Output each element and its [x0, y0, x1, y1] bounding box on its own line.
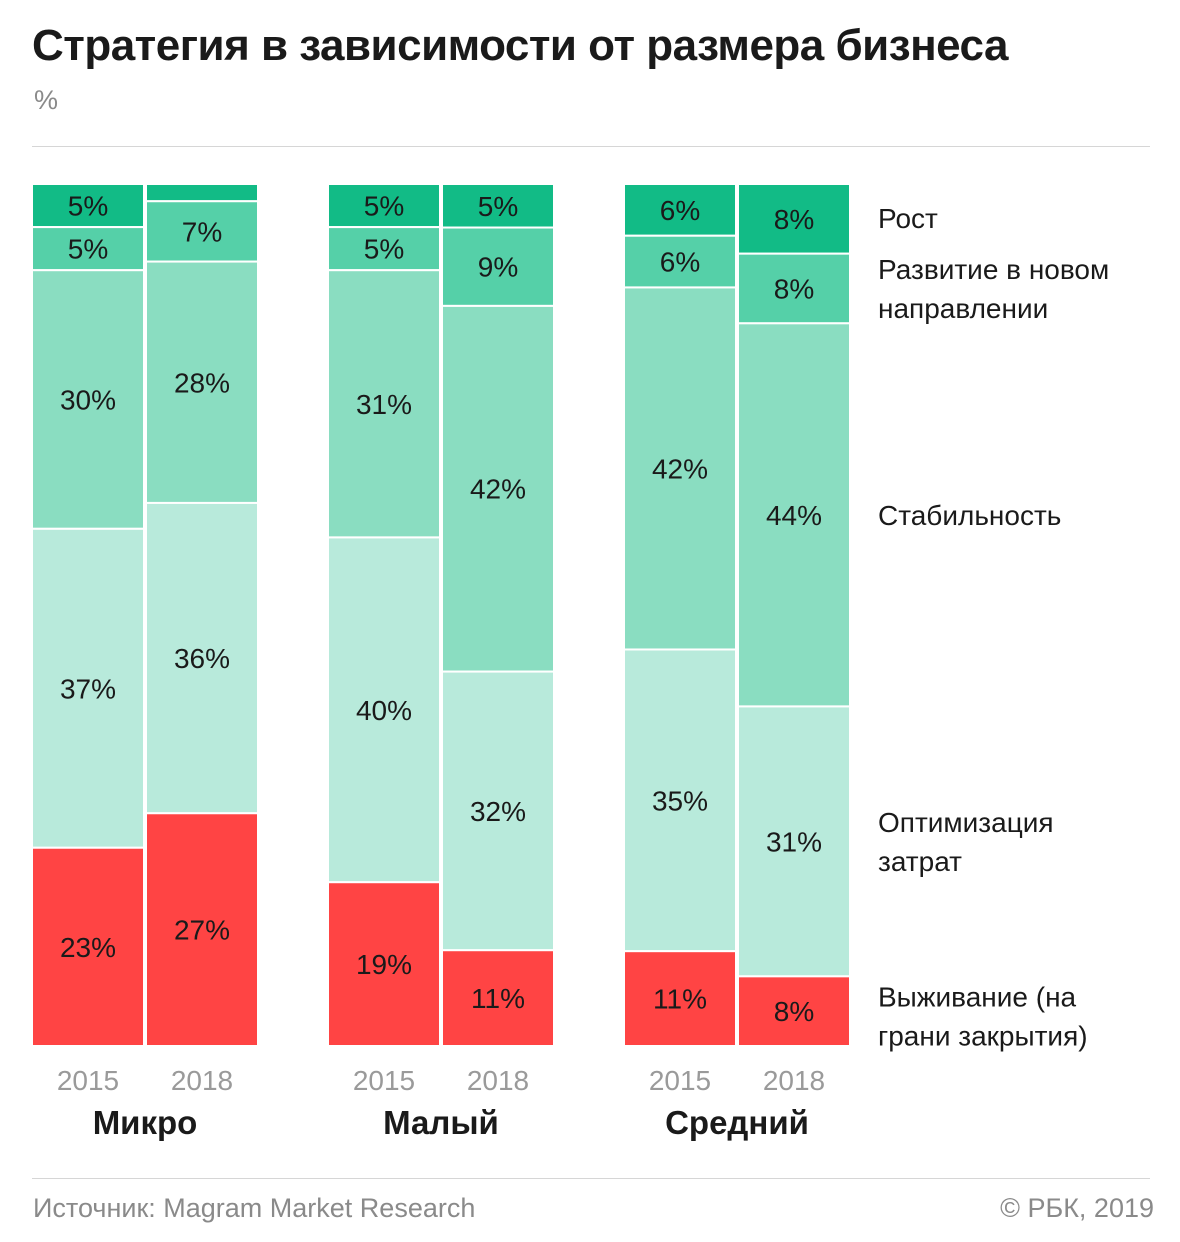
data-label: 27% — [174, 915, 230, 946]
data-label: 5% — [68, 234, 108, 265]
bar-segment-1-2015-1 — [327, 226, 441, 272]
data-label: 28% — [174, 367, 230, 398]
bar-segment-1-2018-2 — [441, 304, 555, 673]
data-label: 19% — [356, 949, 412, 980]
legend-label-1: направлении — [878, 293, 1048, 324]
bar-segment-2-2018-1 — [737, 252, 851, 325]
data-label: 31% — [766, 826, 822, 857]
legend-label-4: грани закрытия) — [878, 1021, 1088, 1052]
data-label: 37% — [60, 673, 116, 704]
data-label: 42% — [652, 453, 708, 484]
data-label: 5% — [364, 191, 404, 222]
bar-segment-1-2015-4 — [327, 881, 441, 1047]
data-label: 35% — [652, 785, 708, 816]
x-tick-label: 2018 — [763, 1065, 825, 1096]
bar-segment-2-2015-4 — [623, 950, 737, 1047]
data-label: 11% — [471, 983, 525, 1014]
x-tick-label: 2018 — [467, 1065, 529, 1096]
legend-label-1: Развитие в новом — [878, 254, 1109, 285]
x-tick-label: 2015 — [57, 1065, 119, 1096]
bar-segment-0-2015-0 — [31, 183, 145, 229]
group-label-микро: Микро — [93, 1104, 198, 1141]
legend-label-2: Стабильность — [878, 500, 1061, 531]
data-label: 44% — [766, 500, 822, 531]
data-label: 40% — [356, 695, 412, 726]
x-tick-label: 2015 — [649, 1065, 711, 1096]
legend-label-0: Рост — [878, 203, 938, 234]
bar-segment-1-2015-2 — [327, 269, 441, 539]
data-label: 36% — [174, 643, 230, 674]
data-label: 5% — [364, 234, 404, 265]
data-label: 42% — [470, 474, 526, 505]
data-label: 32% — [470, 796, 526, 827]
bar-segment-0-2018-4 — [145, 812, 259, 1048]
data-label: 5% — [68, 191, 108, 222]
data-label: 6% — [660, 247, 700, 278]
chart-title: Стратегия в зависимости от размера бизне… — [32, 21, 1009, 70]
x-tick-label: 2018 — [171, 1065, 233, 1096]
data-label: 31% — [356, 389, 412, 420]
bar-segment-2-2018-4 — [737, 975, 851, 1048]
top-divider — [32, 146, 1150, 147]
data-label: 8% — [774, 996, 814, 1027]
data-label: 6% — [660, 195, 700, 226]
data-label: 30% — [60, 385, 116, 416]
chart-unit: % — [34, 85, 59, 115]
data-label: 11% — [653, 984, 707, 1015]
legend-label-4: Выживание (на — [878, 982, 1077, 1013]
bar-segment-0-2015-1 — [31, 226, 145, 272]
data-label: 8% — [774, 273, 814, 304]
x-tick-label: 2015 — [353, 1065, 415, 1096]
bottom-divider — [32, 1178, 1150, 1179]
bar-segment-0-2018-1 — [145, 200, 259, 263]
bar-segment-0-2018-0 — [145, 183, 259, 203]
source-note: Источник: Magram Market Research — [33, 1193, 476, 1223]
data-label: 5% — [478, 191, 518, 222]
bar-segment-0-2015-3 — [31, 527, 145, 849]
bar-segment-1-2015-3 — [327, 536, 441, 884]
bar-segment-0-2015-4 — [31, 846, 145, 1047]
copyright-note: © РБК, 2019 — [1000, 1193, 1154, 1223]
bar-segment-2-2015-3 — [623, 648, 737, 953]
data-label: 9% — [478, 252, 518, 283]
group-label-малый: Малый — [383, 1104, 499, 1141]
data-label: 8% — [774, 204, 814, 235]
bar-segment-2-2015-1 — [623, 234, 737, 289]
bar-segment-2-2018-3 — [737, 705, 851, 978]
bar-segment-1-2018-4 — [441, 949, 555, 1048]
bar-segment-1-2018-1 — [441, 226, 555, 307]
group-label-средний: Средний — [665, 1104, 809, 1141]
data-label: 23% — [60, 932, 116, 963]
data-label: 7% — [182, 216, 222, 247]
bar-segment-2-2015-0 — [623, 183, 737, 237]
bar-segment-2-2015-2 — [623, 286, 737, 651]
legend-label-3: затрат — [878, 846, 962, 877]
bar-segment-0-2015-2 — [31, 269, 145, 530]
legend-label-3: Оптимизация — [878, 807, 1054, 838]
bar-segment-2-2018-0 — [737, 183, 851, 255]
